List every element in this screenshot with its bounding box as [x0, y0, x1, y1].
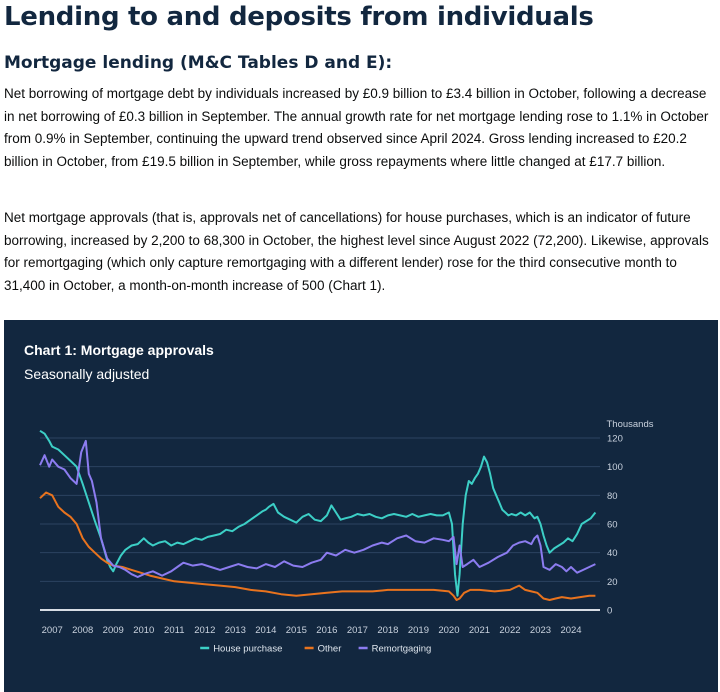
x-tick-label-2007: 2007 [42, 625, 63, 636]
series-line-remortgaging [39, 439, 596, 578]
y-tick-label-20: 20 [607, 577, 618, 588]
y-tick-label-100: 100 [607, 462, 623, 473]
x-tick-label-2015: 2015 [286, 625, 307, 636]
x-tick-label-2021: 2021 [469, 625, 490, 636]
x-tick-label-2024: 2024 [560, 625, 581, 636]
chart-title: Chart 1: Mortgage approvals [24, 342, 214, 358]
x-tick-label-2013: 2013 [225, 625, 246, 636]
x-tick-label-2017: 2017 [347, 625, 368, 636]
series-line-house-purchase [39, 429, 597, 597]
paragraph-net-borrowing: Net borrowing of mortgage debt by indivi… [4, 86, 709, 169]
y-tick-label-40: 40 [607, 548, 618, 559]
chart-subtitle: Seasonally adjusted [24, 366, 150, 382]
x-tick-label-2010: 2010 [133, 625, 154, 636]
y-tick-label-60: 60 [607, 520, 618, 531]
x-tick-label-2022: 2022 [499, 625, 520, 636]
chart-panel: Chart 1: Mortgage approvals Seasonally a… [4, 320, 718, 692]
x-tick-label-2016: 2016 [316, 625, 337, 636]
y-tick-label-80: 80 [607, 491, 618, 502]
x-tick-label-2014: 2014 [255, 625, 276, 636]
x-tick-label-2009: 2009 [103, 625, 124, 636]
x-tick-label-2020: 2020 [438, 625, 459, 636]
x-tick-label-2019: 2019 [408, 625, 429, 636]
section-heading: Mortgage lending (M&C Tables D and E): [4, 53, 393, 73]
paragraph-mortgage-approvals: Net mortgage approvals (that is, approva… [4, 210, 709, 293]
y-axis-unit-label: Thousands [606, 419, 653, 430]
legend-label-house-purchase: House purchase [213, 644, 282, 655]
page-title: Lending to and deposits from individuals [4, 2, 594, 32]
legend-label-other: Other [318, 644, 342, 655]
x-tick-label-2012: 2012 [194, 625, 215, 636]
y-tick-label-0: 0 [607, 606, 612, 617]
y-tick-label-120: 120 [607, 434, 623, 445]
x-tick-label-2023: 2023 [530, 625, 551, 636]
x-tick-label-2011: 2011 [164, 625, 184, 636]
legend-label-remortgaging: Remortgaging [372, 644, 432, 655]
series-line-other [39, 491, 596, 601]
chart-plot-area: 0 20 40 60 80 100 120 Thousands 2007 2008 2009 2010… [39, 419, 654, 655]
x-tick-label-2008: 2008 [72, 625, 93, 636]
x-tick-label-2018: 2018 [377, 625, 398, 636]
